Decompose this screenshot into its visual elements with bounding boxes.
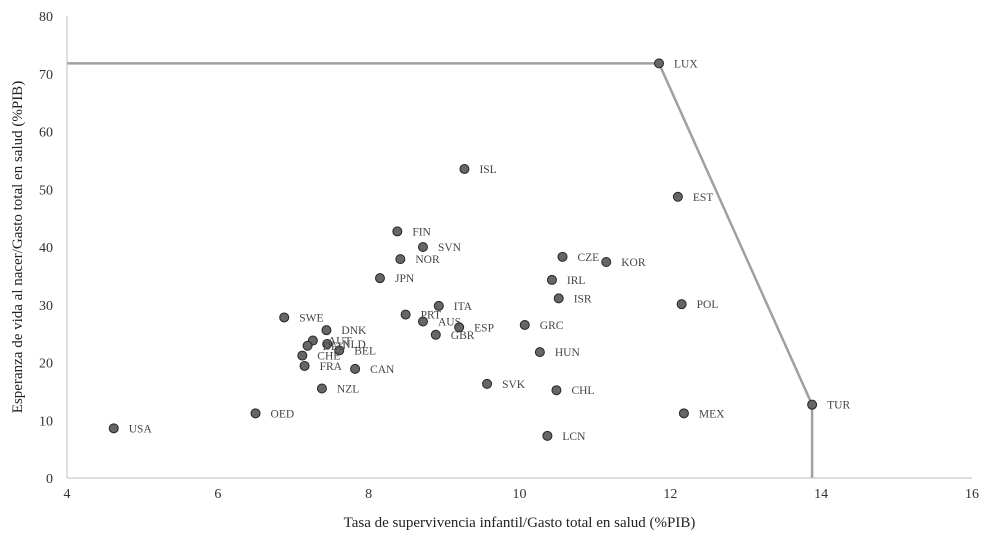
point-label-nld: NLD <box>342 339 366 351</box>
point-label-oed: OED <box>271 408 295 420</box>
data-point-dnk <box>321 325 332 336</box>
data-point-nzl <box>316 383 327 394</box>
point-label-cze: CZE <box>577 252 599 264</box>
point-label-nor: NOR <box>415 254 440 266</box>
y-tick-label: 80 <box>39 10 53 25</box>
data-point-svn <box>417 242 428 252</box>
y-tick-label: 30 <box>39 299 53 314</box>
y-tick-label: 60 <box>39 126 53 141</box>
x-tick-label: 14 <box>814 487 828 502</box>
data-point-aus <box>417 316 428 327</box>
y-tick-label: 40 <box>39 241 53 256</box>
x-tick-label: 10 <box>513 487 527 502</box>
data-point-pol <box>676 299 687 310</box>
x-tick-label: 6 <box>214 487 221 502</box>
axes <box>66 16 972 479</box>
data-point-ita <box>433 300 444 311</box>
y-tick-label: 0 <box>46 472 53 487</box>
data-point-bel <box>334 345 345 356</box>
data-point-nld <box>322 339 333 350</box>
x-axis-title: Tasa de supervivencia infantil/Gasto tot… <box>344 515 696 531</box>
point-label-fin: FIN <box>412 226 431 238</box>
data-point-esp <box>454 322 465 333</box>
point-label-prt: PRT <box>421 310 441 322</box>
data-point-usa <box>108 423 119 434</box>
data-point-mex <box>678 408 689 419</box>
data-point-oed <box>250 408 261 419</box>
point-label-svk: SVK <box>502 379 526 391</box>
data-point-lux <box>654 58 665 69</box>
y-tick-label: 70 <box>39 68 53 83</box>
point-label-fra: FRA <box>320 361 343 373</box>
y-tick-label: 50 <box>39 183 53 198</box>
point-label-dnk: DNK <box>341 325 367 337</box>
data-point-deu <box>302 340 313 351</box>
efficiency-frontier <box>67 62 814 478</box>
point-label-gbr: GBR <box>451 330 475 342</box>
data-point-kor <box>601 257 612 268</box>
point-label-svn: SVN <box>438 242 462 254</box>
point-label-lux: LUX <box>674 58 698 70</box>
data-point-fra <box>299 360 310 371</box>
data-points <box>108 58 818 441</box>
data-point-lcn <box>542 430 553 441</box>
point-label-jpn: JPN <box>395 273 415 285</box>
data-point-irl <box>546 274 557 285</box>
point-label-swe: SWE <box>299 312 323 324</box>
point-label-est: EST <box>693 192 713 204</box>
x-tick-label: 12 <box>663 487 677 502</box>
point-label-chl: CHL <box>571 385 594 397</box>
point-label-nzl: NZL <box>337 383 359 395</box>
data-point-chl <box>551 385 562 396</box>
data-point-svk <box>482 378 493 389</box>
x-tick-label: 8 <box>365 487 372 502</box>
data-point-che <box>297 350 308 361</box>
point-label-aut: AUT <box>328 336 352 348</box>
point-label-isr: ISR <box>574 293 592 305</box>
x-tick-label: 16 <box>965 487 979 502</box>
point-label-esp: ESP <box>474 322 494 334</box>
point-label-usa: USA <box>129 423 153 435</box>
point-label-pol: POL <box>697 299 719 311</box>
data-point-prt <box>400 309 411 320</box>
point-label-kor: KOR <box>621 257 646 269</box>
data-point-isl <box>459 164 470 175</box>
point-label-bel: BEL <box>354 345 376 357</box>
data-point-gbr <box>430 329 441 340</box>
data-point-cze <box>557 251 568 262</box>
point-label-can: CAN <box>370 364 395 376</box>
point-label-deu: DEU <box>323 341 347 353</box>
x-tick-label: 4 <box>64 487 71 502</box>
data-point-swe <box>279 312 290 323</box>
y-tick-label: 10 <box>39 414 53 429</box>
data-point-grc <box>519 319 530 330</box>
point-label-ita: ITA <box>454 301 473 313</box>
tick-labels: 4 6 8 10 12 14 16 0 10 20 30 40 50 60 70 80 <box>39 10 979 502</box>
data-point-fin <box>392 226 403 237</box>
point-label-tur: TUR <box>827 400 850 412</box>
frontier-line <box>67 62 814 478</box>
point-label-aus: AUS <box>438 316 461 328</box>
point-label-irl: IRL <box>567 275 586 287</box>
data-point-jpn <box>374 273 385 284</box>
point-label-grc: GRC <box>540 320 564 332</box>
data-point-est <box>672 191 683 202</box>
data-point-isr <box>553 293 564 304</box>
y-tick-label: 20 <box>39 357 53 372</box>
point-label-hun: HUN <box>555 347 581 359</box>
point-label-isl: ISL <box>479 164 496 176</box>
data-point-can <box>350 363 361 374</box>
y-axis-title: Esperanza de vida al nacer/Gasto total e… <box>10 81 26 413</box>
point-label-che: CHE <box>317 351 340 363</box>
data-point-nor <box>395 254 406 265</box>
data-point-hun <box>534 347 545 358</box>
point-label-lcn: LCN <box>562 431 586 443</box>
point-label-mex: MEX <box>699 408 725 420</box>
data-point-tur <box>807 399 818 410</box>
